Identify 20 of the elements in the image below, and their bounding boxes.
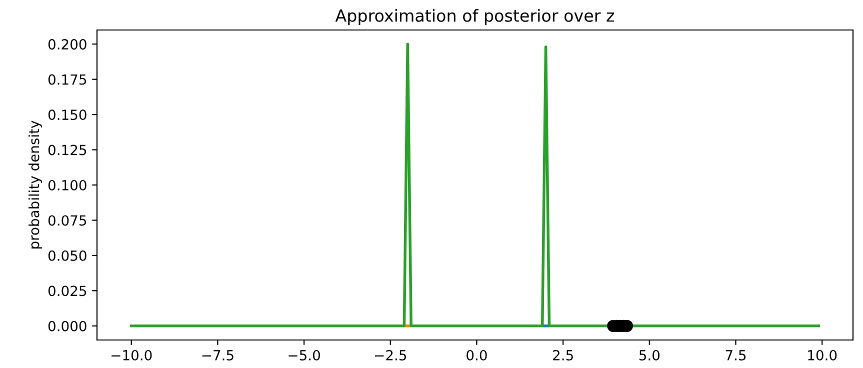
y-tick-label: 0.075 [48, 215, 86, 226]
y-tick-label: 0.200 [48, 39, 86, 50]
y-tick-label: 0.025 [48, 286, 86, 296]
x-tick-label: −5.0 [288, 350, 320, 360]
x-tick-label: 0.0 [466, 350, 487, 360]
x-tick-label: 10.0 [808, 350, 837, 360]
x-tick-label: 2.5 [553, 350, 573, 360]
x-tick-label: −2.5 [374, 350, 406, 360]
chart-title: Approximation of posterior over z [335, 9, 614, 26]
y-tick-label: 0.100 [48, 180, 86, 190]
y-tick-label: 0.000 [48, 320, 86, 332]
x-tick-label: 7.5 [726, 350, 746, 360]
x-tick-label: 5.0 [639, 350, 660, 360]
x-tick-label: −7.5 [202, 350, 234, 360]
y-axis-title: probability density [28, 120, 42, 248]
y-tick-label: 0.150 [48, 110, 86, 120]
y-tick-label: 0.050 [48, 250, 86, 261]
x-tick-label: −10.0 [112, 350, 152, 360]
y-tick-label: 0.125 [48, 144, 86, 156]
y-tick-label: 0.175 [48, 74, 86, 85]
